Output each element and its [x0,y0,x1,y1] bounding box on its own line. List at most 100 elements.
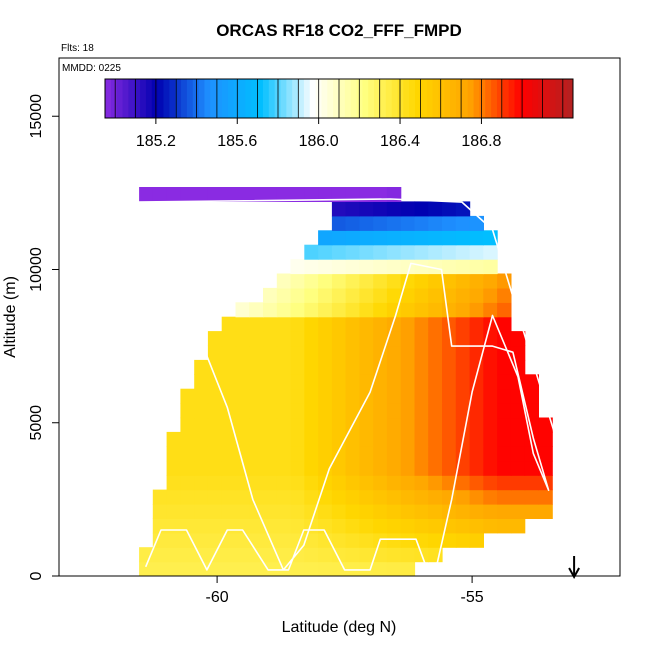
heatmap-cell [386,446,402,462]
colorbar-segment [467,79,475,118]
heatmap-cell [455,244,471,260]
heatmap-cell [400,215,416,231]
heatmap-cell [497,403,512,419]
heatmap-cell [400,230,416,246]
heatmap-cell [442,374,457,390]
heatmap-cell [497,446,512,462]
heatmap-cell [538,460,553,476]
heatmap-cell [221,331,237,347]
heatmap-cell [386,316,402,332]
heatmap-cell [318,374,333,390]
heatmap-cell [318,331,333,347]
heatmap-cell [290,374,305,390]
heatmap-cell [400,244,416,260]
heatmap-cell [276,273,292,289]
heatmap-cell [290,316,305,332]
colorbar-segment [561,79,568,118]
heatmap-cell [235,374,250,390]
colorbar-tick-label: 186.4 [380,133,420,150]
y-tick-label: 5000 [28,405,45,441]
heatmap-cell [331,518,347,534]
heatmap-cell [469,273,484,289]
colorbar-segment [327,79,334,118]
heatmap-cell [221,431,237,447]
heatmap-cell [386,259,402,275]
heatmap-cell [345,518,360,534]
heatmap-cell [510,331,526,347]
heatmap-cell [497,374,512,390]
colorbar-segment [461,79,469,118]
heatmap-cell [276,388,292,404]
heatmap-cell [304,244,319,260]
heatmap-cell [331,388,347,404]
heatmap-cell [386,215,402,231]
heatmap-cell [207,561,223,576]
heatmap-cell [497,287,512,303]
heatmap-cell [318,532,333,548]
heatmap-cell [442,388,457,404]
heatmap-cell [207,345,223,361]
heatmap-cell [483,403,498,419]
heatmap-cell [400,359,416,375]
heatmap-cell [373,287,388,303]
heatmap-cell [180,489,195,505]
heatmap-cell [400,403,416,419]
heatmap-cell [442,460,457,476]
heatmap-cell [166,489,181,505]
heatmap-cell [345,316,360,332]
heatmap-cell [359,201,374,217]
heatmap-cell [524,475,539,491]
heatmap-cell [263,561,278,576]
colorbar-segment [420,79,428,118]
heatmap-cell [235,345,250,361]
heatmap-cell [469,417,484,433]
heatmap-cell [428,388,443,404]
heatmap-cell [414,244,429,260]
heatmap-cell [152,532,168,548]
colorbar-segment [181,79,188,118]
heatmap-cell [386,431,402,447]
colorbar-tick-label: 185.6 [217,133,257,150]
heatmap-cell [331,403,347,419]
heatmap-cell [359,259,374,275]
heatmap-cell [276,359,292,375]
heatmap-cell [400,446,416,462]
heatmap-cell [345,244,360,260]
heatmap-cell [221,388,237,404]
heatmap-cell [428,316,443,332]
heatmap-cell [400,504,416,519]
heatmap-cell [524,460,539,476]
heatmap-cell [263,187,278,202]
heatmap-cell [359,489,374,505]
heatmap-cell [235,475,250,491]
heatmap-cell [331,244,347,260]
heatmap-cell [166,518,181,534]
heatmap-cell [263,431,278,447]
heatmap-cell [400,475,416,491]
heatmap-cell [290,259,305,275]
heatmap-cell [538,489,553,505]
heatmap-cell [400,547,416,563]
colorbar-segment [350,79,358,118]
heatmap-cell [304,431,319,447]
heatmap-cell [276,417,292,433]
heatmap-cell [276,446,292,462]
heatmap-cell [331,273,347,289]
heatmap-cell [194,460,209,476]
heatmap-cell [194,187,209,202]
heatmap-cell [318,244,333,260]
heatmap-cell [483,273,498,289]
heatmap-cell [221,359,237,375]
heatmap-cell [497,302,512,318]
heatmap-cell [359,417,374,433]
heatmap-cell [345,561,360,576]
arrow-down-icon [568,556,580,580]
heatmap-cell [290,417,305,433]
heatmap-cell [207,504,223,519]
colorbar-segment [105,79,112,118]
heatmap-cell [318,446,333,462]
colorbar-segment [333,79,340,118]
heatmap-cell [249,388,264,404]
heatmap-cell [428,504,443,519]
heatmap-cell [442,359,457,375]
